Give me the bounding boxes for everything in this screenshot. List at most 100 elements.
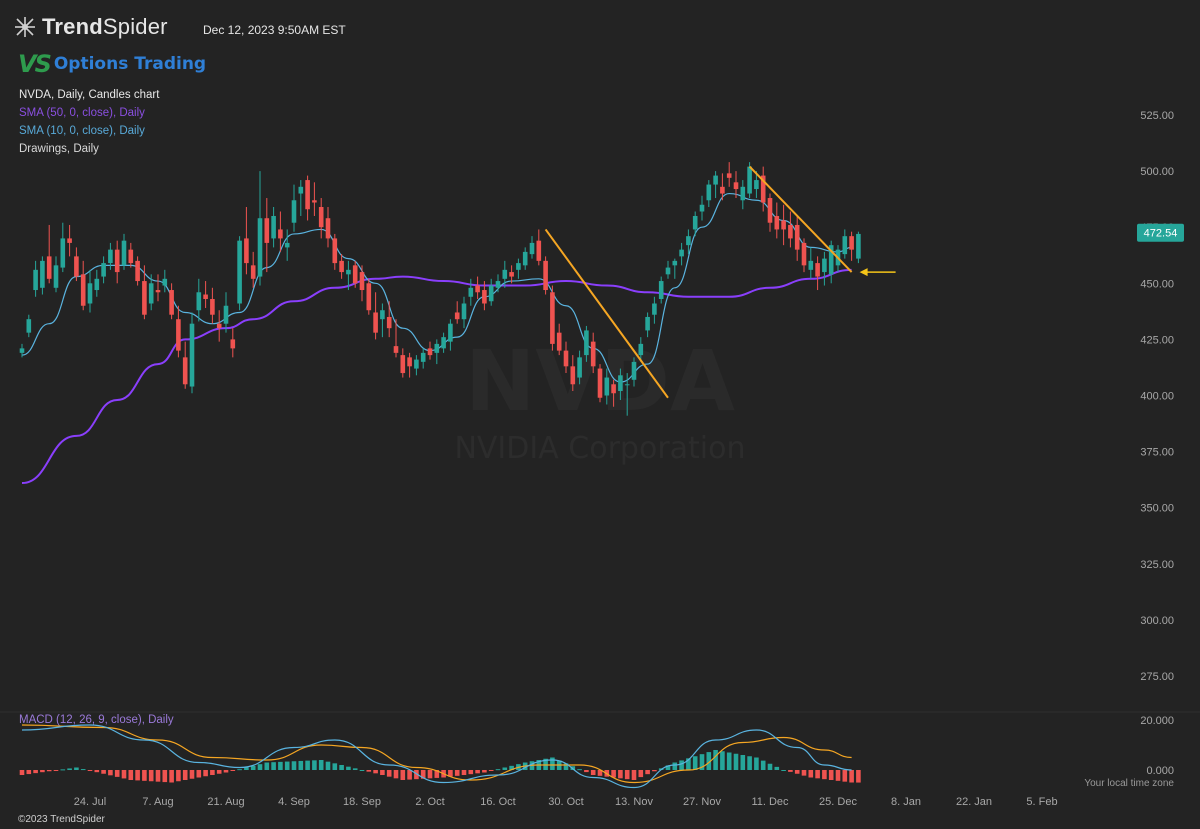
candle (590, 332, 596, 374)
candle-body (529, 242, 535, 255)
candle-body (366, 283, 372, 311)
candle (563, 341, 569, 374)
candle (495, 274, 501, 293)
candle-body (638, 343, 644, 356)
candle (624, 373, 630, 416)
macd-histogram-bar (101, 770, 106, 774)
macd-histogram-bar (114, 770, 120, 777)
candle (713, 171, 718, 199)
time-axis-label: 2. Oct (415, 796, 444, 808)
macd-histogram-bar (46, 770, 52, 772)
candle (509, 265, 514, 284)
macd-signal-line (21, 724, 852, 784)
macd-histogram-bar (325, 761, 331, 770)
macd-axis-label: 20.000 (1140, 715, 1174, 727)
candle (162, 269, 168, 293)
candle-body (67, 238, 72, 243)
candle (94, 269, 100, 297)
candle-body (815, 263, 820, 277)
candle (475, 276, 480, 300)
candle (80, 260, 86, 311)
candle-body (46, 256, 52, 279)
macd-histogram-bar (291, 761, 297, 770)
time-axis-label: 16. Oct (480, 796, 515, 808)
candle-body (135, 260, 140, 282)
candle-body (597, 368, 603, 398)
price-axis-label: 450.00 (1140, 278, 1174, 290)
candle-body (665, 267, 671, 275)
macd-histogram-bar (584, 770, 589, 773)
candle-body (590, 341, 596, 367)
candle (223, 292, 229, 333)
candle (359, 265, 365, 302)
macd-histogram-bar (815, 770, 820, 779)
candle (516, 258, 521, 279)
macd-histogram-bar (822, 770, 827, 780)
time-axis-label: 25. Dec (819, 796, 857, 808)
candle-body (346, 269, 351, 275)
candle (692, 211, 698, 237)
candle-body (692, 215, 698, 230)
macd-histogram-bar (801, 770, 807, 776)
candle-body (244, 238, 249, 264)
macd-histogram-bar (448, 770, 453, 777)
candle-body (794, 224, 800, 250)
candle-body (828, 245, 834, 275)
macd-histogram-bar (278, 761, 283, 770)
candle (767, 193, 773, 232)
candle (257, 171, 263, 286)
macd-legend[interactable]: MACD (12, 26, 9, close), Daily (19, 714, 174, 726)
candle-body (441, 337, 446, 349)
time-axis-label: 24. Jul (74, 796, 106, 808)
candle (849, 231, 854, 261)
legend-sma10[interactable]: SMA (10, 0, close), Daily (19, 125, 145, 137)
time-axis-label: 5. Feb (1026, 796, 1057, 808)
candle (216, 310, 222, 342)
time-axis-label: 18. Sep (343, 796, 381, 808)
macd-histogram-bar (74, 767, 79, 770)
candle-body (631, 361, 637, 380)
candle (400, 348, 406, 378)
legend-symbol-title[interactable]: NVDA, Daily, Candles chart (19, 89, 160, 101)
macd-histogram-bar (679, 760, 684, 770)
candle (19, 343, 25, 358)
macd-histogram-bar (781, 770, 786, 771)
macd-histogram-bar (250, 765, 256, 770)
candle-body (155, 290, 161, 293)
candle-body (121, 240, 127, 266)
macd-histogram-bar (475, 770, 480, 774)
macd-histogram-bar (210, 770, 215, 775)
candle-body (509, 272, 514, 277)
candle-body (33, 269, 38, 291)
candle (148, 274, 154, 311)
candle (733, 171, 739, 199)
macd-histogram-bar (808, 770, 814, 778)
candle (67, 224, 72, 257)
candle (60, 222, 66, 273)
candle (665, 260, 671, 279)
candle-body (482, 290, 487, 304)
candle-body (543, 260, 548, 291)
price-axis-label: 525.00 (1140, 110, 1174, 122)
candle-body (488, 285, 494, 302)
macd-histogram-bar (407, 770, 412, 780)
candle-body (434, 343, 440, 353)
candle (672, 258, 678, 279)
macd-histogram-bar (652, 770, 657, 772)
candle-body (556, 332, 562, 351)
legend-sma50[interactable]: SMA (50, 0, close), Daily (19, 107, 145, 119)
candle (536, 229, 542, 266)
candle-body (624, 384, 630, 386)
candle (652, 296, 657, 324)
macd-histogram-bar (726, 752, 732, 770)
timezone-note[interactable]: Your local time zone (1084, 778, 1174, 789)
macd-histogram-bar (162, 770, 168, 783)
price-axis-label: 425.00 (1140, 334, 1174, 346)
candle-body (128, 249, 134, 264)
macd-histogram-bar (244, 767, 249, 770)
candle-body (284, 242, 290, 248)
candle-body (101, 263, 106, 277)
macd-histogram-bar (108, 770, 113, 776)
legend-drawings[interactable]: Drawings, Daily (19, 143, 99, 155)
